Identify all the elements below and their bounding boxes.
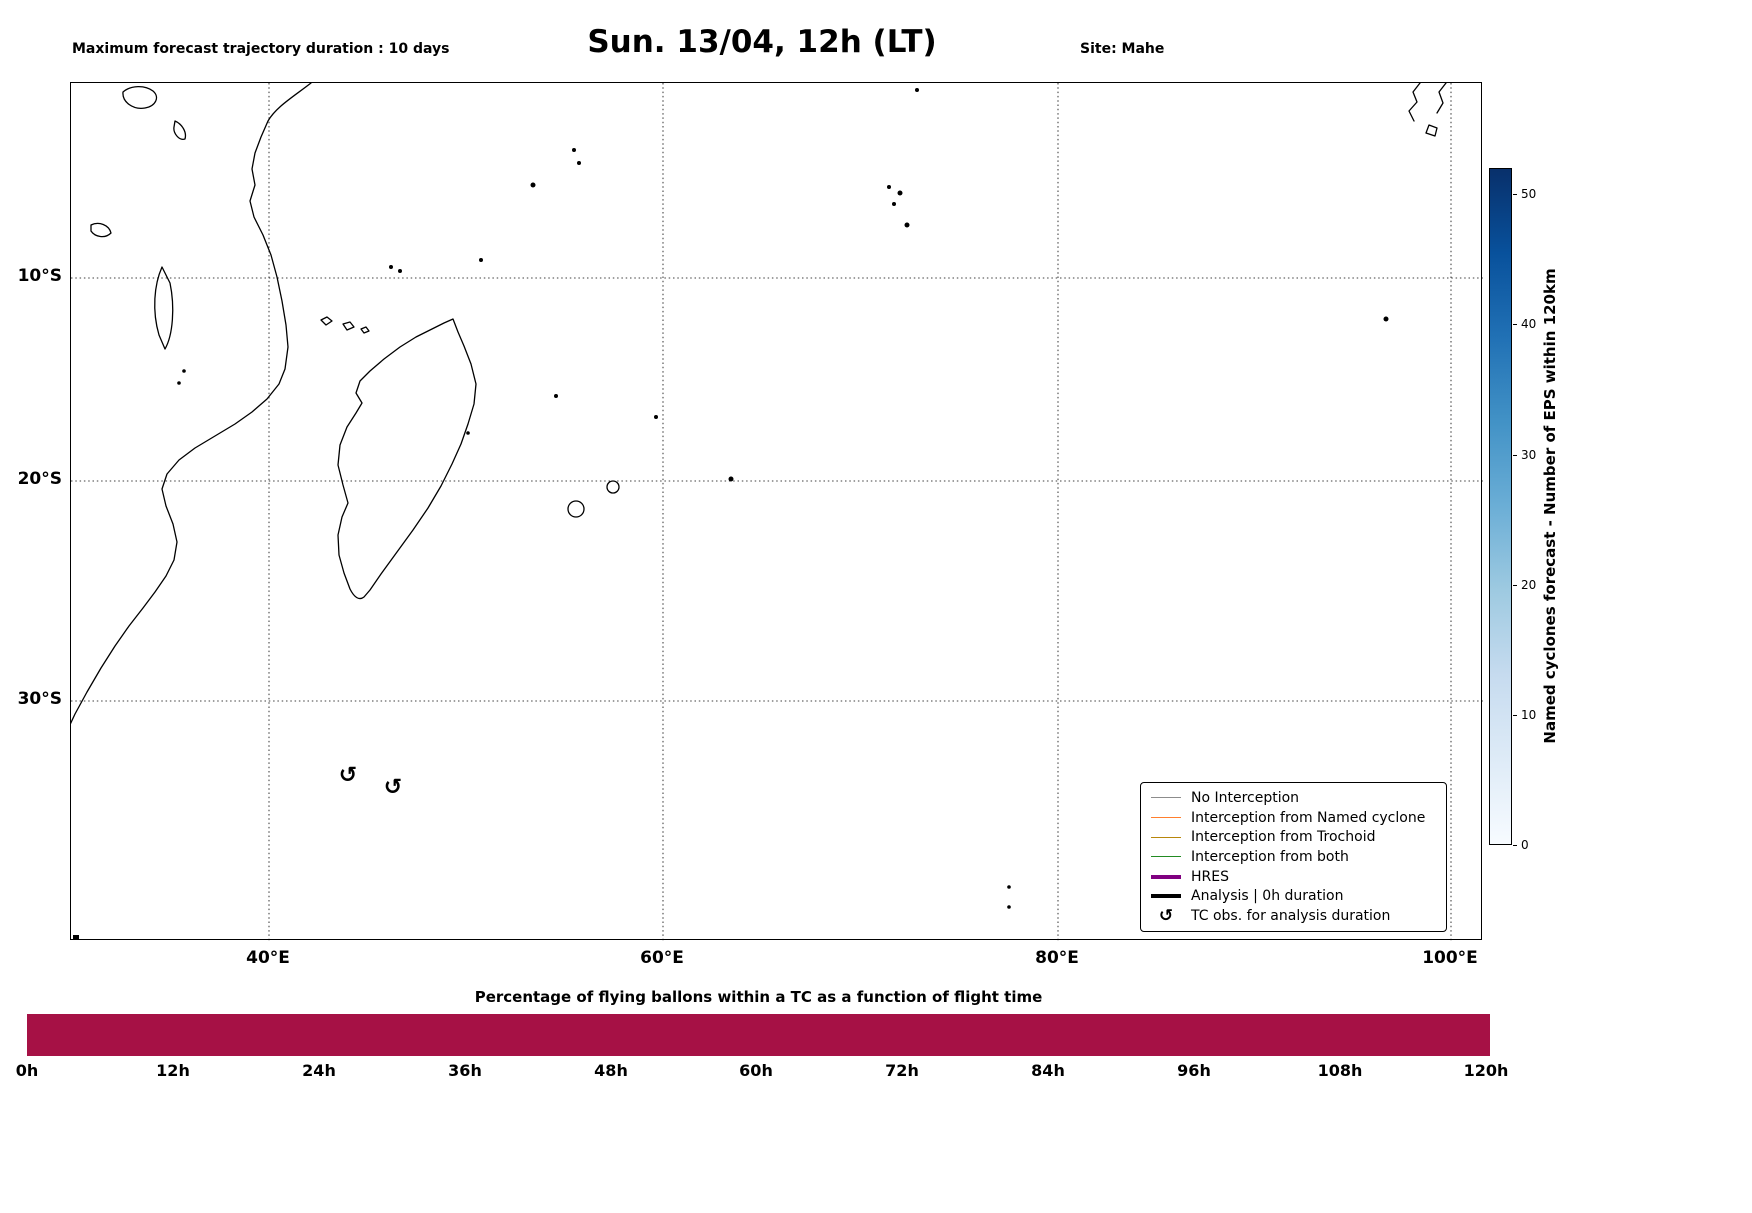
island-comoros-1 [320, 316, 333, 326]
legend-item-label: Analysis | 0h duration [1191, 888, 1344, 905]
time-tick-label-0h: 0h [15, 1061, 39, 1080]
island-topright [1425, 124, 1438, 137]
trochoid-line-swatch [1151, 836, 1181, 838]
colorbar-gradient [1489, 168, 1512, 845]
map-panel: ↺ ↺ No Interception Interception from Na… [70, 82, 1483, 941]
named-cyclone-line-swatch [1151, 817, 1181, 818]
analysis-line-swatch [1151, 894, 1181, 899]
colorbar-tick [1513, 585, 1517, 586]
colorbar-tick-label: 30 [1521, 448, 1537, 462]
time-tick-label-96h: 96h [1177, 1061, 1211, 1080]
time-tick-label-108h: 108h [1317, 1061, 1363, 1080]
legend-item-both: Interception from both [1151, 847, 1436, 867]
time-tick-label-120h: 120h [1463, 1061, 1509, 1080]
colorbar-tick-label: 0 [1521, 838, 1529, 852]
time-tick-label-84h: 84h [1031, 1061, 1065, 1080]
plot-title: Sun. 13/04, 12h (LT) [587, 24, 937, 60]
island-mauritius [606, 480, 620, 494]
legend: No Interception Interception from Named … [1140, 782, 1447, 932]
legend-item-tc-obs: ↺ TC obs. for analysis duration [1151, 906, 1436, 926]
legend-item-trochoid: Interception from Trochoid [1151, 827, 1436, 847]
time-tick-label-60h: 60h [739, 1061, 773, 1080]
island-comoros-3 [360, 326, 370, 334]
colorbar-axis-label: Named cyclones forecast - Number of EPS … [1541, 268, 1559, 744]
coast-topright-2 [1436, 83, 1447, 114]
hres-line-swatch [1151, 874, 1181, 879]
colorbar-tick-label: 20 [1521, 578, 1537, 592]
island-comoros-2 [342, 321, 355, 331]
legend-item-named-cyclone: Interception from Named cyclone [1151, 808, 1436, 828]
legend-item-label: No Interception [1191, 789, 1300, 806]
coastline-africa [71, 83, 312, 725]
map-svg [71, 83, 1483, 941]
param-max-duration: Maximum forecast trajectory duration : 1… [72, 41, 450, 57]
time-tick-label-12h: 12h [156, 1061, 190, 1080]
x-tick-label-60e: 60°E [640, 948, 684, 968]
param-site: Site: Mahe [1080, 41, 1165, 57]
x-tick-label-100e: 100°E [1422, 948, 1478, 968]
colorbar-tick-label: 40 [1521, 317, 1537, 331]
legend-item-label: Interception from Named cyclone [1191, 809, 1426, 826]
lake-tanganyika [173, 120, 187, 140]
coast-topright-1 [1408, 83, 1421, 122]
time-tick-label-72h: 72h [885, 1061, 919, 1080]
colorbar-tick [1513, 455, 1517, 456]
time-tick-label-48h: 48h [594, 1061, 628, 1080]
flight-chart-title: Percentage of flying ballons within a TC… [474, 988, 1043, 1006]
lake-victoria [122, 85, 158, 109]
y-tick-label-10s: 10°S [17, 266, 62, 286]
tc-percentage-bar [27, 1014, 1490, 1056]
legend-item-label: Interception from Trochoid [1191, 829, 1376, 846]
tc-observation-marker: ↺ [338, 763, 358, 788]
legend-item-no-interception: No Interception [1151, 788, 1436, 808]
island-reunion [567, 500, 585, 518]
legend-item-label: HRES [1191, 868, 1229, 885]
legend-item-hres: HRES [1151, 867, 1436, 887]
colorbar-tick-label: 10 [1521, 708, 1537, 722]
colorbar-tick [1513, 715, 1517, 716]
colorbar-tick [1513, 324, 1517, 325]
x-tick-label-80e: 80°E [1035, 948, 1079, 968]
no-interception-line-swatch [1151, 797, 1181, 799]
x-tick-label-40e: 40°E [246, 948, 290, 968]
time-tick-label-36h: 36h [448, 1061, 482, 1080]
small-islands [73, 88, 1389, 939]
colorbar-tick-label: 50 [1521, 187, 1537, 201]
colorbar-tick [1513, 194, 1517, 195]
lake-rukwa [90, 222, 112, 238]
legend-item-label: TC obs. for analysis duration [1191, 908, 1391, 925]
y-tick-label-20s: 20°S [17, 469, 62, 489]
colorbar-tick [1513, 845, 1517, 846]
tc-observation-marker: ↺ [383, 775, 403, 800]
lake-malawi [154, 266, 174, 350]
tc-obs-icon: ↺ [1158, 906, 1174, 927]
coastline-madagascar [337, 318, 477, 600]
gridlines [71, 83, 1483, 941]
both-line-swatch [1151, 856, 1181, 858]
legend-item-label: Interception from both [1191, 848, 1349, 865]
y-tick-label-30s: 30°S [17, 689, 62, 709]
time-tick-label-24h: 24h [302, 1061, 336, 1080]
coastlines [71, 83, 1447, 725]
legend-item-analysis: Analysis | 0h duration [1151, 886, 1436, 906]
